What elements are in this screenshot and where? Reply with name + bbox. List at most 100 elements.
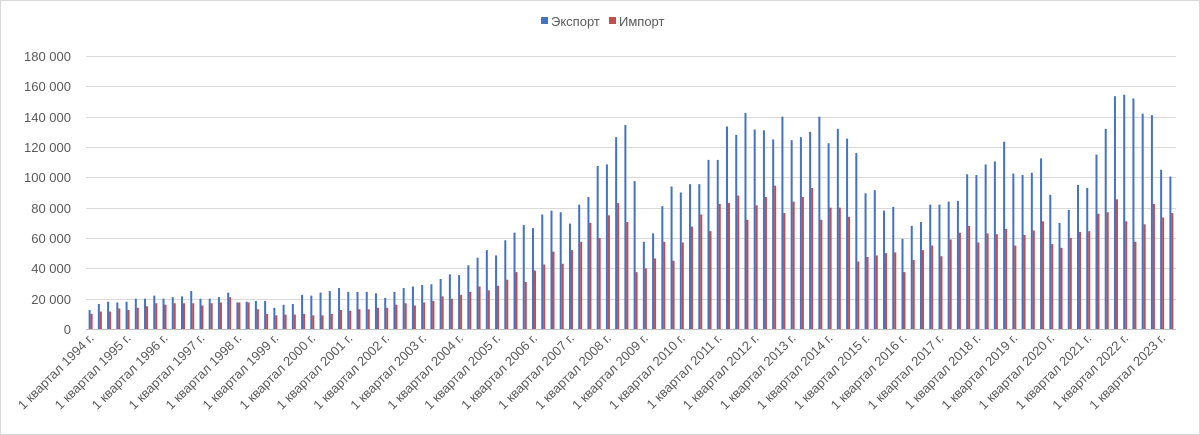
export-bar: [291, 303, 294, 329]
export-bar: [910, 225, 913, 329]
export-bar: [485, 250, 488, 329]
export-bar: [642, 241, 645, 329]
import-bar: [1152, 203, 1155, 330]
import-bar: [450, 298, 453, 329]
export-bar: [1104, 128, 1107, 329]
export-bar: [1113, 96, 1116, 329]
export-bar: [264, 300, 267, 329]
export-bar: [966, 174, 969, 329]
export-bar: [439, 278, 442, 329]
import-bar: [811, 187, 814, 329]
export-bar: [744, 112, 747, 330]
export-bar: [476, 257, 479, 329]
export-bar: [199, 298, 202, 329]
import-bar: [1143, 224, 1146, 329]
export-bar: [338, 288, 341, 329]
import-bar: [774, 185, 777, 329]
export-bar: [772, 139, 775, 329]
import-bar: [940, 256, 943, 329]
export-bar: [319, 292, 322, 329]
import-bar: [764, 197, 767, 329]
import-bar: [303, 313, 306, 329]
export-bar: [633, 181, 636, 330]
legend-label-export: Экспорт: [551, 14, 600, 29]
import-bar: [146, 306, 149, 329]
import-bar: [1042, 221, 1045, 329]
export-bar: [984, 164, 987, 329]
export-bar: [578, 204, 581, 329]
import-bar: [1069, 238, 1072, 329]
export-bar: [652, 233, 655, 329]
export-bar: [1067, 209, 1070, 329]
export-bar: [310, 295, 313, 329]
import-bar: [958, 232, 961, 329]
export-bar: [180, 296, 183, 329]
import-bar: [543, 264, 546, 329]
import-bar: [506, 279, 509, 329]
export-bar: [144, 298, 147, 329]
export-bar: [956, 200, 959, 329]
import-bar: [192, 303, 195, 329]
bars: [88, 94, 1174, 330]
import-bar: [376, 307, 379, 329]
export-bar: [1077, 184, 1080, 329]
import-bar: [358, 309, 361, 329]
import-bar: [912, 259, 915, 329]
export-bar: [559, 212, 562, 329]
export-bar: [1040, 158, 1043, 330]
import-bar: [644, 268, 647, 329]
import-bar: [136, 307, 139, 329]
export-bar: [458, 275, 461, 329]
export-bar: [1169, 176, 1172, 329]
import-bar: [460, 294, 463, 330]
export-bar: [855, 153, 858, 329]
import-bar: [875, 255, 878, 329]
export-bar: [153, 295, 156, 329]
import-bar: [182, 303, 185, 329]
export-bar: [254, 300, 257, 329]
export-bar: [716, 159, 719, 329]
import-bar: [423, 302, 426, 329]
import-bar: [293, 314, 296, 329]
export-bar: [1095, 154, 1098, 329]
export-bar: [799, 137, 802, 329]
export-bar: [892, 206, 895, 329]
import-bar: [1097, 213, 1100, 329]
export-bar: [1021, 175, 1024, 329]
import-bar: [617, 203, 620, 329]
export-bar: [171, 297, 174, 329]
import-bar: [524, 281, 527, 329]
export-bar: [605, 164, 608, 329]
import-bar: [534, 270, 537, 329]
export-bar: [97, 303, 100, 329]
import-bar: [580, 241, 583, 329]
import-bar: [746, 219, 749, 329]
export-bar: [1058, 222, 1061, 329]
export-bar: [1141, 113, 1144, 329]
export-bar: [1030, 172, 1033, 329]
import-bar: [727, 203, 730, 329]
import-bar: [238, 302, 241, 329]
import-bar: [1088, 231, 1091, 329]
import-bar: [478, 286, 481, 329]
import-bar: [718, 203, 721, 330]
import-bar: [977, 242, 980, 329]
export-bar: [522, 225, 525, 329]
legend: Экспорт Импорт: [541, 14, 664, 29]
import-bar: [589, 222, 592, 329]
export-bar: [919, 222, 922, 329]
import-bar: [487, 290, 490, 329]
import-bar: [672, 260, 675, 329]
export-bar: [365, 291, 368, 329]
import-bar: [210, 303, 213, 329]
export-bar: [550, 210, 553, 329]
import-bar: [607, 215, 610, 329]
export-bar: [236, 302, 239, 329]
import-bar: [330, 313, 333, 329]
export-bar: [227, 292, 230, 329]
export-bar: [411, 286, 414, 329]
import-bar: [663, 241, 666, 329]
y-tick-label: 0: [64, 322, 71, 337]
import-bar: [903, 272, 906, 330]
